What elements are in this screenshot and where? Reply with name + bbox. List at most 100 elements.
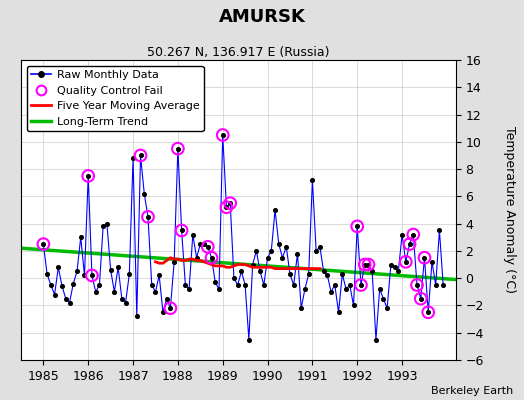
Point	[353, 223, 362, 230]
Point	[290, 282, 298, 288]
Point	[241, 282, 249, 288]
Point	[222, 204, 231, 210]
Point	[66, 300, 74, 306]
Point	[439, 282, 447, 288]
Point	[58, 283, 66, 290]
Point	[77, 234, 85, 240]
Point	[342, 286, 350, 292]
Point	[304, 271, 313, 277]
Point	[334, 309, 343, 316]
Point	[106, 267, 115, 273]
Point	[181, 282, 190, 288]
Point	[92, 289, 100, 295]
Point	[144, 214, 152, 220]
Point	[88, 272, 96, 279]
Point	[401, 259, 410, 265]
Point	[54, 264, 62, 270]
Point	[252, 248, 260, 254]
Point	[69, 280, 78, 287]
Point	[248, 261, 257, 268]
Point	[428, 259, 436, 265]
Point	[159, 309, 167, 316]
Legend: Raw Monthly Data, Quality Control Fail, Five Year Moving Average, Long-Term Tren: Raw Monthly Data, Quality Control Fail, …	[27, 66, 204, 131]
Point	[73, 268, 81, 274]
Point	[406, 241, 414, 247]
Point	[398, 231, 406, 238]
Point	[222, 204, 231, 210]
Point	[62, 296, 70, 302]
Point	[364, 261, 373, 268]
Point	[327, 289, 335, 295]
Point	[406, 241, 414, 247]
Point	[144, 214, 152, 220]
Title: 50.267 N, 136.917 E (Russia): 50.267 N, 136.917 E (Russia)	[147, 46, 330, 59]
Point	[245, 336, 253, 343]
Point	[435, 227, 444, 234]
Point	[80, 272, 89, 279]
Point	[204, 244, 212, 250]
Point	[47, 282, 55, 288]
Point	[39, 241, 48, 247]
Point	[357, 282, 365, 288]
Point	[173, 146, 182, 152]
Point	[88, 272, 96, 279]
Point	[140, 190, 148, 197]
Point	[431, 282, 440, 288]
Point	[331, 282, 339, 288]
Point	[196, 241, 204, 247]
Point	[95, 282, 104, 288]
Point	[114, 264, 122, 270]
Point	[155, 272, 163, 279]
Point	[208, 254, 216, 261]
Point	[271, 207, 279, 213]
Point	[364, 261, 373, 268]
Point	[234, 282, 242, 288]
Point	[320, 268, 328, 274]
Point	[136, 152, 145, 159]
Point	[230, 275, 238, 281]
Point	[110, 289, 118, 295]
Point	[361, 261, 369, 268]
Y-axis label: Temperature Anomaly (°C): Temperature Anomaly (°C)	[504, 126, 517, 294]
Point	[162, 296, 171, 302]
Point	[315, 244, 324, 250]
Point	[278, 254, 287, 261]
Point	[379, 296, 388, 302]
Point	[424, 309, 432, 316]
Point	[39, 241, 48, 247]
Point	[200, 241, 208, 247]
Point	[50, 291, 59, 298]
Point	[390, 264, 399, 270]
Point	[417, 296, 425, 302]
Point	[420, 254, 429, 261]
Point	[237, 268, 246, 274]
Point	[226, 200, 234, 206]
Point	[409, 231, 418, 238]
Point	[353, 223, 362, 230]
Point	[178, 227, 186, 234]
Text: AMURSK: AMURSK	[219, 8, 305, 26]
Point	[103, 220, 111, 227]
Point	[308, 177, 316, 183]
Point	[264, 254, 272, 261]
Point	[301, 286, 309, 292]
Point	[383, 305, 391, 311]
Point	[282, 244, 290, 250]
Point	[148, 282, 156, 288]
Point	[208, 254, 216, 261]
Point	[189, 231, 197, 238]
Point	[215, 286, 223, 292]
Point	[424, 309, 432, 316]
Point	[173, 146, 182, 152]
Point	[420, 254, 429, 261]
Point	[185, 286, 193, 292]
Text: Berkeley Earth: Berkeley Earth	[431, 386, 514, 396]
Point	[136, 152, 145, 159]
Point	[338, 271, 346, 277]
Point	[170, 259, 178, 265]
Point	[275, 241, 283, 247]
Point	[357, 282, 365, 288]
Point	[84, 173, 92, 179]
Point	[417, 296, 425, 302]
Point	[350, 302, 358, 309]
